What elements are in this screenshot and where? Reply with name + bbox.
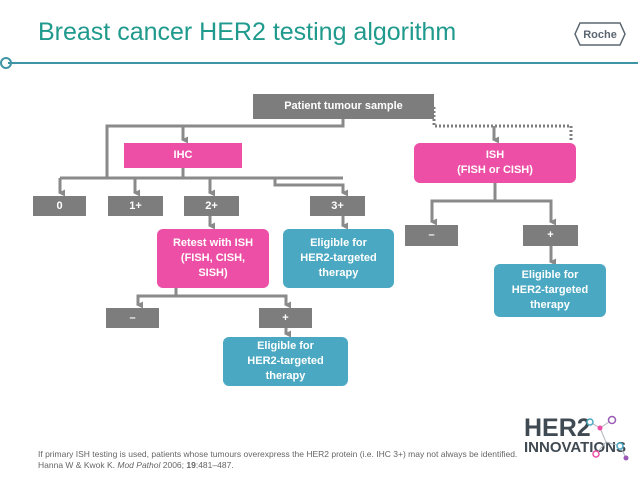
- title-rule: [8, 62, 638, 64]
- footnote-year: 2006;: [160, 460, 187, 470]
- score-3plus-box: 3+: [310, 196, 365, 216]
- eligible-retest-label: Eligible for HER2-targeted therapy: [247, 340, 324, 382]
- retest-negative-box: –: [106, 308, 159, 328]
- footnote-line-1: If primary ISH testing is used, patients…: [38, 449, 518, 459]
- patient-tumour-sample-box: Patient tumour sample: [253, 94, 434, 119]
- ihc-label: IHC: [173, 149, 193, 161]
- footnote: If primary ISH testing is used, patients…: [38, 449, 538, 471]
- score-2plus-box: 2+: [184, 196, 239, 216]
- svg-text:Roche: Roche: [583, 29, 617, 41]
- ish-negative-box: –: [405, 225, 458, 246]
- retest-positive-box: +: [259, 308, 312, 328]
- eligible-3plus-label: Eligible for HER2-targeted therapy: [300, 237, 377, 279]
- her2-innovations-logo: HER2 INNOVATIONS: [524, 414, 634, 466]
- ish-box: ISH (FISH or CISH): [414, 143, 576, 183]
- footnote-volume: 19: [186, 460, 196, 470]
- ish-label: ISH (FISH or CISH): [457, 149, 533, 176]
- ish-positive-box: +: [523, 225, 578, 246]
- score-1plus-box: 1+: [108, 196, 163, 216]
- page-title: Breast cancer HER2 testing algorithm: [38, 18, 457, 46]
- footnote-authors: Hanna W & Kwok K.: [38, 460, 118, 470]
- score-3plus-label: 3+: [331, 199, 344, 212]
- brand-line-1: HER2: [524, 414, 591, 442]
- retest-ish-label: Retest with ISH (FISH, CISH, SISH): [172, 237, 254, 279]
- score-0-label: 0: [56, 199, 63, 212]
- molecule-icon: [586, 415, 629, 461]
- score-0-box: 0: [33, 196, 86, 216]
- footnote-pages: :481–487.: [195, 460, 234, 470]
- ish-positive-label: +: [547, 229, 554, 241]
- retest-ish-box: Retest with ISH (FISH, CISH, SISH): [157, 229, 269, 288]
- footnote-journal: Mod Pathol: [117, 460, 161, 470]
- ish-negative-label: –: [428, 229, 435, 241]
- retest-positive-label: +: [282, 311, 289, 324]
- brand-line-2: INNOVATIONS: [524, 439, 626, 456]
- eligible-ish-box: Eligible for HER2-targeted therapy: [494, 264, 606, 317]
- patient-tumour-sample-label: Patient tumour sample: [284, 100, 403, 112]
- score-2plus-label: 2+: [205, 199, 218, 212]
- ihc-box: IHC: [124, 143, 242, 168]
- eligible-3plus-box: Eligible for HER2-targeted therapy: [283, 229, 394, 288]
- footnote-reference: Hanna W & Kwok K. Mod Pathol 2006; 19:48…: [38, 460, 538, 471]
- retest-negative-label: –: [129, 311, 136, 324]
- eligible-ish-label: Eligible for HER2-targeted therapy: [511, 269, 589, 311]
- roche-logo: Roche: [574, 22, 626, 46]
- eligible-retest-box: Eligible for HER2-targeted therapy: [223, 337, 348, 386]
- score-1plus-label: 1+: [129, 199, 142, 212]
